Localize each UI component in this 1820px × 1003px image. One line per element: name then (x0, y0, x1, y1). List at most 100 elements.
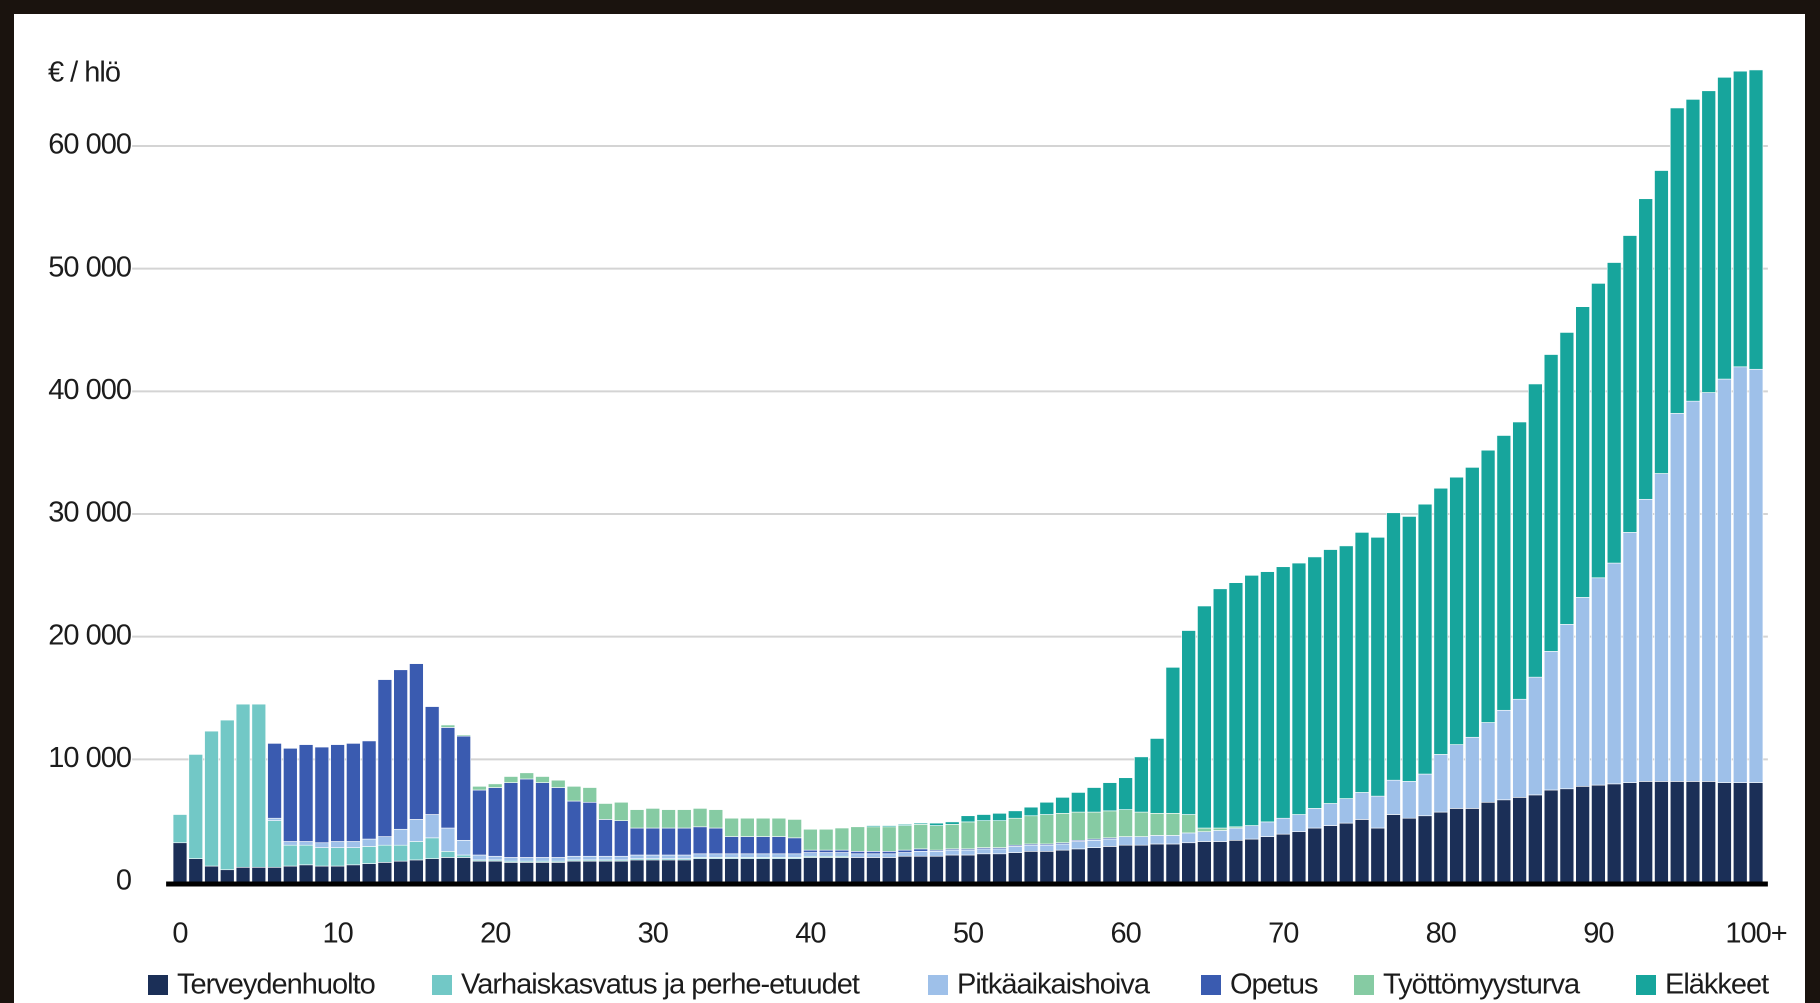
bar-segment (377, 862, 393, 883)
bar-segment (1055, 849, 1070, 883)
bar-segment (535, 776, 550, 783)
bar-segment (1701, 781, 1716, 883)
bar-segment (487, 855, 503, 861)
y-tick-label: 60 000 (48, 129, 131, 161)
bar-segment (866, 853, 881, 858)
legend-swatch (432, 975, 452, 995)
bar-segment (314, 842, 330, 848)
bar-segment (346, 864, 361, 883)
bar-segment (960, 815, 976, 823)
bar-segment (1055, 797, 1070, 814)
bar-segment (487, 787, 503, 857)
bar-segment (1118, 777, 1133, 810)
bar-segment (614, 860, 629, 883)
bar-segment (661, 809, 676, 829)
bar-segment (1118, 844, 1133, 883)
bar-segment (298, 864, 314, 883)
bar-segment (1291, 814, 1307, 833)
bar-segment (803, 852, 818, 857)
bar-segment (424, 837, 440, 859)
bar-segment (1733, 366, 1748, 783)
bar-segment (692, 826, 708, 855)
bar-segment (1134, 836, 1149, 846)
bar-segment (409, 859, 424, 883)
bar-segment (692, 853, 708, 858)
bar-segment (1307, 808, 1322, 829)
bar-segment (1165, 835, 1181, 845)
bar-segment (771, 836, 787, 855)
bar-segment (1181, 842, 1196, 883)
bar-segment (582, 801, 597, 857)
bar-segment (1433, 811, 1449, 883)
bar-segment (1433, 487, 1449, 755)
bar-segment (755, 858, 771, 883)
bar-segment (708, 809, 724, 829)
bar-segment (1339, 545, 1354, 799)
bar-segment (1465, 736, 1480, 809)
bar-segment (1039, 814, 1055, 845)
bar-segment (677, 854, 692, 859)
bar-segment (330, 744, 345, 842)
bar-segment (740, 858, 755, 883)
bar-segment (1543, 354, 1559, 652)
bar-segment (330, 841, 345, 848)
bar-segment (204, 865, 219, 883)
bar-segment (1197, 827, 1212, 833)
x-tick-label: 100+ (1725, 918, 1786, 950)
bar-segment (1071, 848, 1086, 883)
bar-segment (677, 827, 692, 856)
bar-segment (629, 827, 645, 856)
bar-segment (1669, 781, 1685, 883)
bar-segment (1197, 605, 1212, 829)
bar-segment (677, 809, 692, 829)
bar-segment (519, 862, 534, 883)
bar-segment (519, 772, 534, 780)
bar-segment (818, 849, 834, 853)
bar-segment (1197, 841, 1212, 883)
bar-segment (267, 820, 282, 868)
bar-segment (1386, 814, 1401, 883)
bar-segment (992, 813, 1007, 821)
bar-segment (881, 857, 897, 883)
bar-segment (1354, 792, 1370, 820)
legend-label: Varhaiskasvatus ja perhe-etuudet (461, 969, 860, 1001)
bar-segment (708, 858, 724, 883)
bar-segment (1291, 562, 1307, 815)
bar-segment (677, 859, 692, 883)
bar-segment (472, 860, 487, 883)
bar-segment (267, 743, 282, 819)
bar-segment (440, 827, 456, 852)
bar-segment (1622, 782, 1638, 883)
bar-segment (1102, 846, 1118, 883)
bar-segment (724, 858, 739, 883)
bar-segment (1512, 797, 1527, 883)
bar-segment (1669, 413, 1685, 782)
bar-segment (456, 857, 471, 883)
x-tick-label: 90 (1583, 918, 1613, 950)
bar-segment (913, 848, 928, 852)
bar-segment (929, 851, 944, 857)
bar-segment (645, 827, 661, 856)
bar-segment (1733, 782, 1748, 883)
bar-segment (377, 844, 393, 863)
bar-segment (1055, 813, 1070, 844)
y-tick-label: 0 (116, 865, 131, 897)
bar-segment (1071, 841, 1086, 850)
bar-segment (314, 865, 330, 883)
bar-segment (551, 862, 566, 883)
bar-segment (614, 820, 629, 857)
bar-segment (1008, 852, 1023, 883)
bar-segment (1701, 90, 1716, 393)
bar-segment (1149, 843, 1165, 883)
bar-segment (976, 853, 991, 883)
bar-segment (1149, 738, 1165, 814)
bar-segment (1528, 676, 1543, 796)
bar-segment (1417, 773, 1433, 817)
bar-segment (330, 847, 345, 867)
bar-segment (1008, 846, 1023, 853)
bar-segment (1512, 421, 1527, 700)
bar-segment (929, 822, 944, 826)
bar-segment (629, 854, 645, 859)
bar-segment (787, 858, 802, 883)
